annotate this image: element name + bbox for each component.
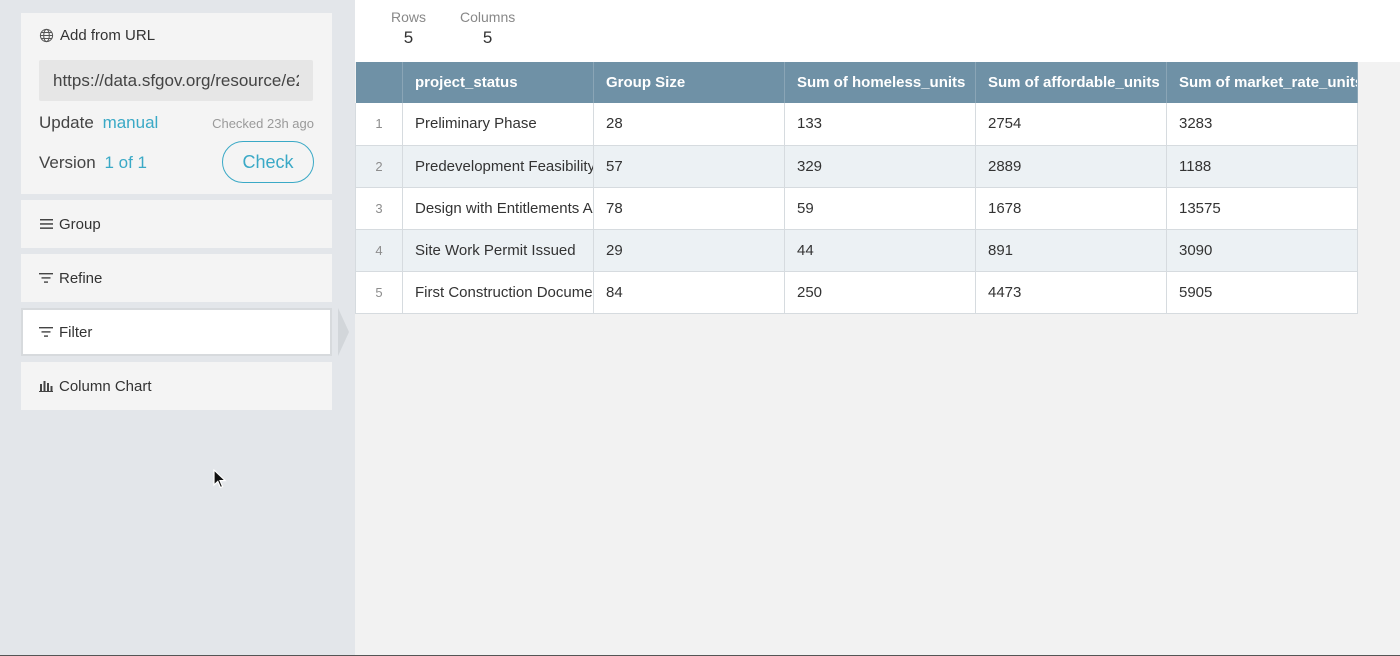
table-cell[interactable]: 133 [784, 103, 976, 146]
column-header[interactable]: Sum of market_rate_units [1166, 62, 1358, 103]
mouse-cursor-icon [213, 469, 227, 489]
table-cell[interactable]: 44 [784, 229, 976, 272]
table-row: 3 Design with Entitlements Approved 78 5… [355, 187, 1358, 230]
filter-icon [39, 271, 53, 285]
module-title-label: Add from URL [60, 27, 156, 44]
table-cell[interactable]: 57 [593, 145, 785, 188]
row-number: 2 [355, 145, 403, 188]
table-cell[interactable]: Site Work Permit Issued [402, 229, 594, 272]
table-cell[interactable]: 891 [975, 229, 1167, 272]
rows-stat: Rows 5 [391, 9, 426, 48]
table-cell[interactable]: 4473 [975, 271, 1167, 314]
output-pane: Rows 5 Columns 5 project_status Group Si… [355, 0, 1400, 656]
table-row: 1 Preliminary Phase 28 133 2754 3283 [355, 103, 1358, 146]
update-row: Update manual [39, 113, 158, 133]
row-number: 4 [355, 229, 403, 272]
version-link[interactable]: 1 of 1 [104, 153, 147, 172]
update-label: Update [39, 113, 94, 132]
column-header[interactable]: Group Size [593, 62, 785, 103]
rows-value: 5 [403, 28, 414, 47]
module-filter[interactable]: Filter [21, 308, 332, 356]
url-input[interactable] [39, 60, 313, 101]
module-stack: Add from URL Update manual Checked 23h a… [0, 0, 355, 656]
row-number: 5 [355, 271, 403, 314]
table-row: 4 Site Work Permit Issued 29 44 891 3090 [355, 229, 1358, 272]
columns-stat: Columns 5 [460, 9, 515, 48]
module-refine[interactable]: Refine [21, 254, 332, 302]
module-label: Group [59, 215, 101, 233]
table-cell[interactable]: Predevelopment Feasibility [402, 145, 594, 188]
table-cell[interactable]: Preliminary Phase [402, 103, 594, 146]
row-number: 1 [355, 103, 403, 146]
column-header[interactable]: project_status [402, 62, 594, 103]
table-cell[interactable]: 2889 [975, 145, 1167, 188]
load-url-module: Add from URL Update manual Checked 23h a… [21, 13, 332, 194]
table-cell[interactable]: 5905 [1166, 271, 1358, 314]
table-row: 2 Predevelopment Feasibility 57 329 2889… [355, 145, 1358, 188]
row-number: 3 [355, 187, 403, 230]
table-cell[interactable]: 329 [784, 145, 976, 188]
table-cell[interactable]: 3283 [1166, 103, 1358, 146]
columns-value: 5 [482, 28, 493, 47]
table-cell[interactable]: 1678 [975, 187, 1167, 230]
table-cell[interactable]: Design with Entitlements Approved [402, 187, 594, 230]
update-mode-link[interactable]: manual [102, 113, 159, 132]
table-cell[interactable]: 78 [593, 187, 785, 230]
table-cell[interactable]: First Construction Document [402, 271, 594, 314]
globe-icon [39, 28, 54, 43]
module-title: Add from URL [39, 27, 155, 44]
last-checked-text: Checked 23h ago [212, 116, 314, 131]
module-label: Column Chart [59, 377, 152, 395]
module-group[interactable]: Group [21, 200, 332, 248]
table-cell[interactable]: 250 [784, 271, 976, 314]
table-cell[interactable]: 2754 [975, 103, 1167, 146]
module-column-chart[interactable]: Column Chart [21, 362, 332, 410]
table-cell[interactable]: 28 [593, 103, 785, 146]
check-button[interactable]: Check [222, 141, 314, 183]
rows-label: Rows [391, 9, 427, 25]
table-cell[interactable]: 84 [593, 271, 785, 314]
table-row: 5 First Construction Document 84 250 447… [355, 271, 1358, 314]
module-label: Refine [59, 269, 103, 287]
table-cell[interactable]: 59 [784, 187, 976, 230]
row-number-header [355, 62, 403, 103]
column-header[interactable]: Sum of homeless_units [784, 62, 976, 103]
table-cell[interactable]: 3090 [1166, 229, 1358, 272]
table-stats: Rows 5 Columns 5 [355, 0, 1400, 62]
column-header[interactable]: Sum of affordable_units [975, 62, 1167, 103]
columns-label: Columns [460, 9, 516, 25]
data-table: project_status Group Size Sum of homeles… [355, 62, 1358, 314]
list-icon [39, 217, 53, 231]
table-cell[interactable]: 29 [593, 229, 785, 272]
module-label: Filter [59, 323, 93, 341]
version-label: Version [39, 153, 96, 172]
filter-icon [39, 325, 53, 339]
table-header-row: project_status Group Size Sum of homeles… [355, 62, 1358, 103]
bar-chart-icon [39, 379, 53, 393]
selected-module-arrow [338, 308, 349, 356]
version-row: Version 1 of 1 [39, 153, 147, 173]
table-cell[interactable]: 13575 [1166, 187, 1358, 230]
table-cell[interactable]: 1188 [1166, 145, 1358, 188]
